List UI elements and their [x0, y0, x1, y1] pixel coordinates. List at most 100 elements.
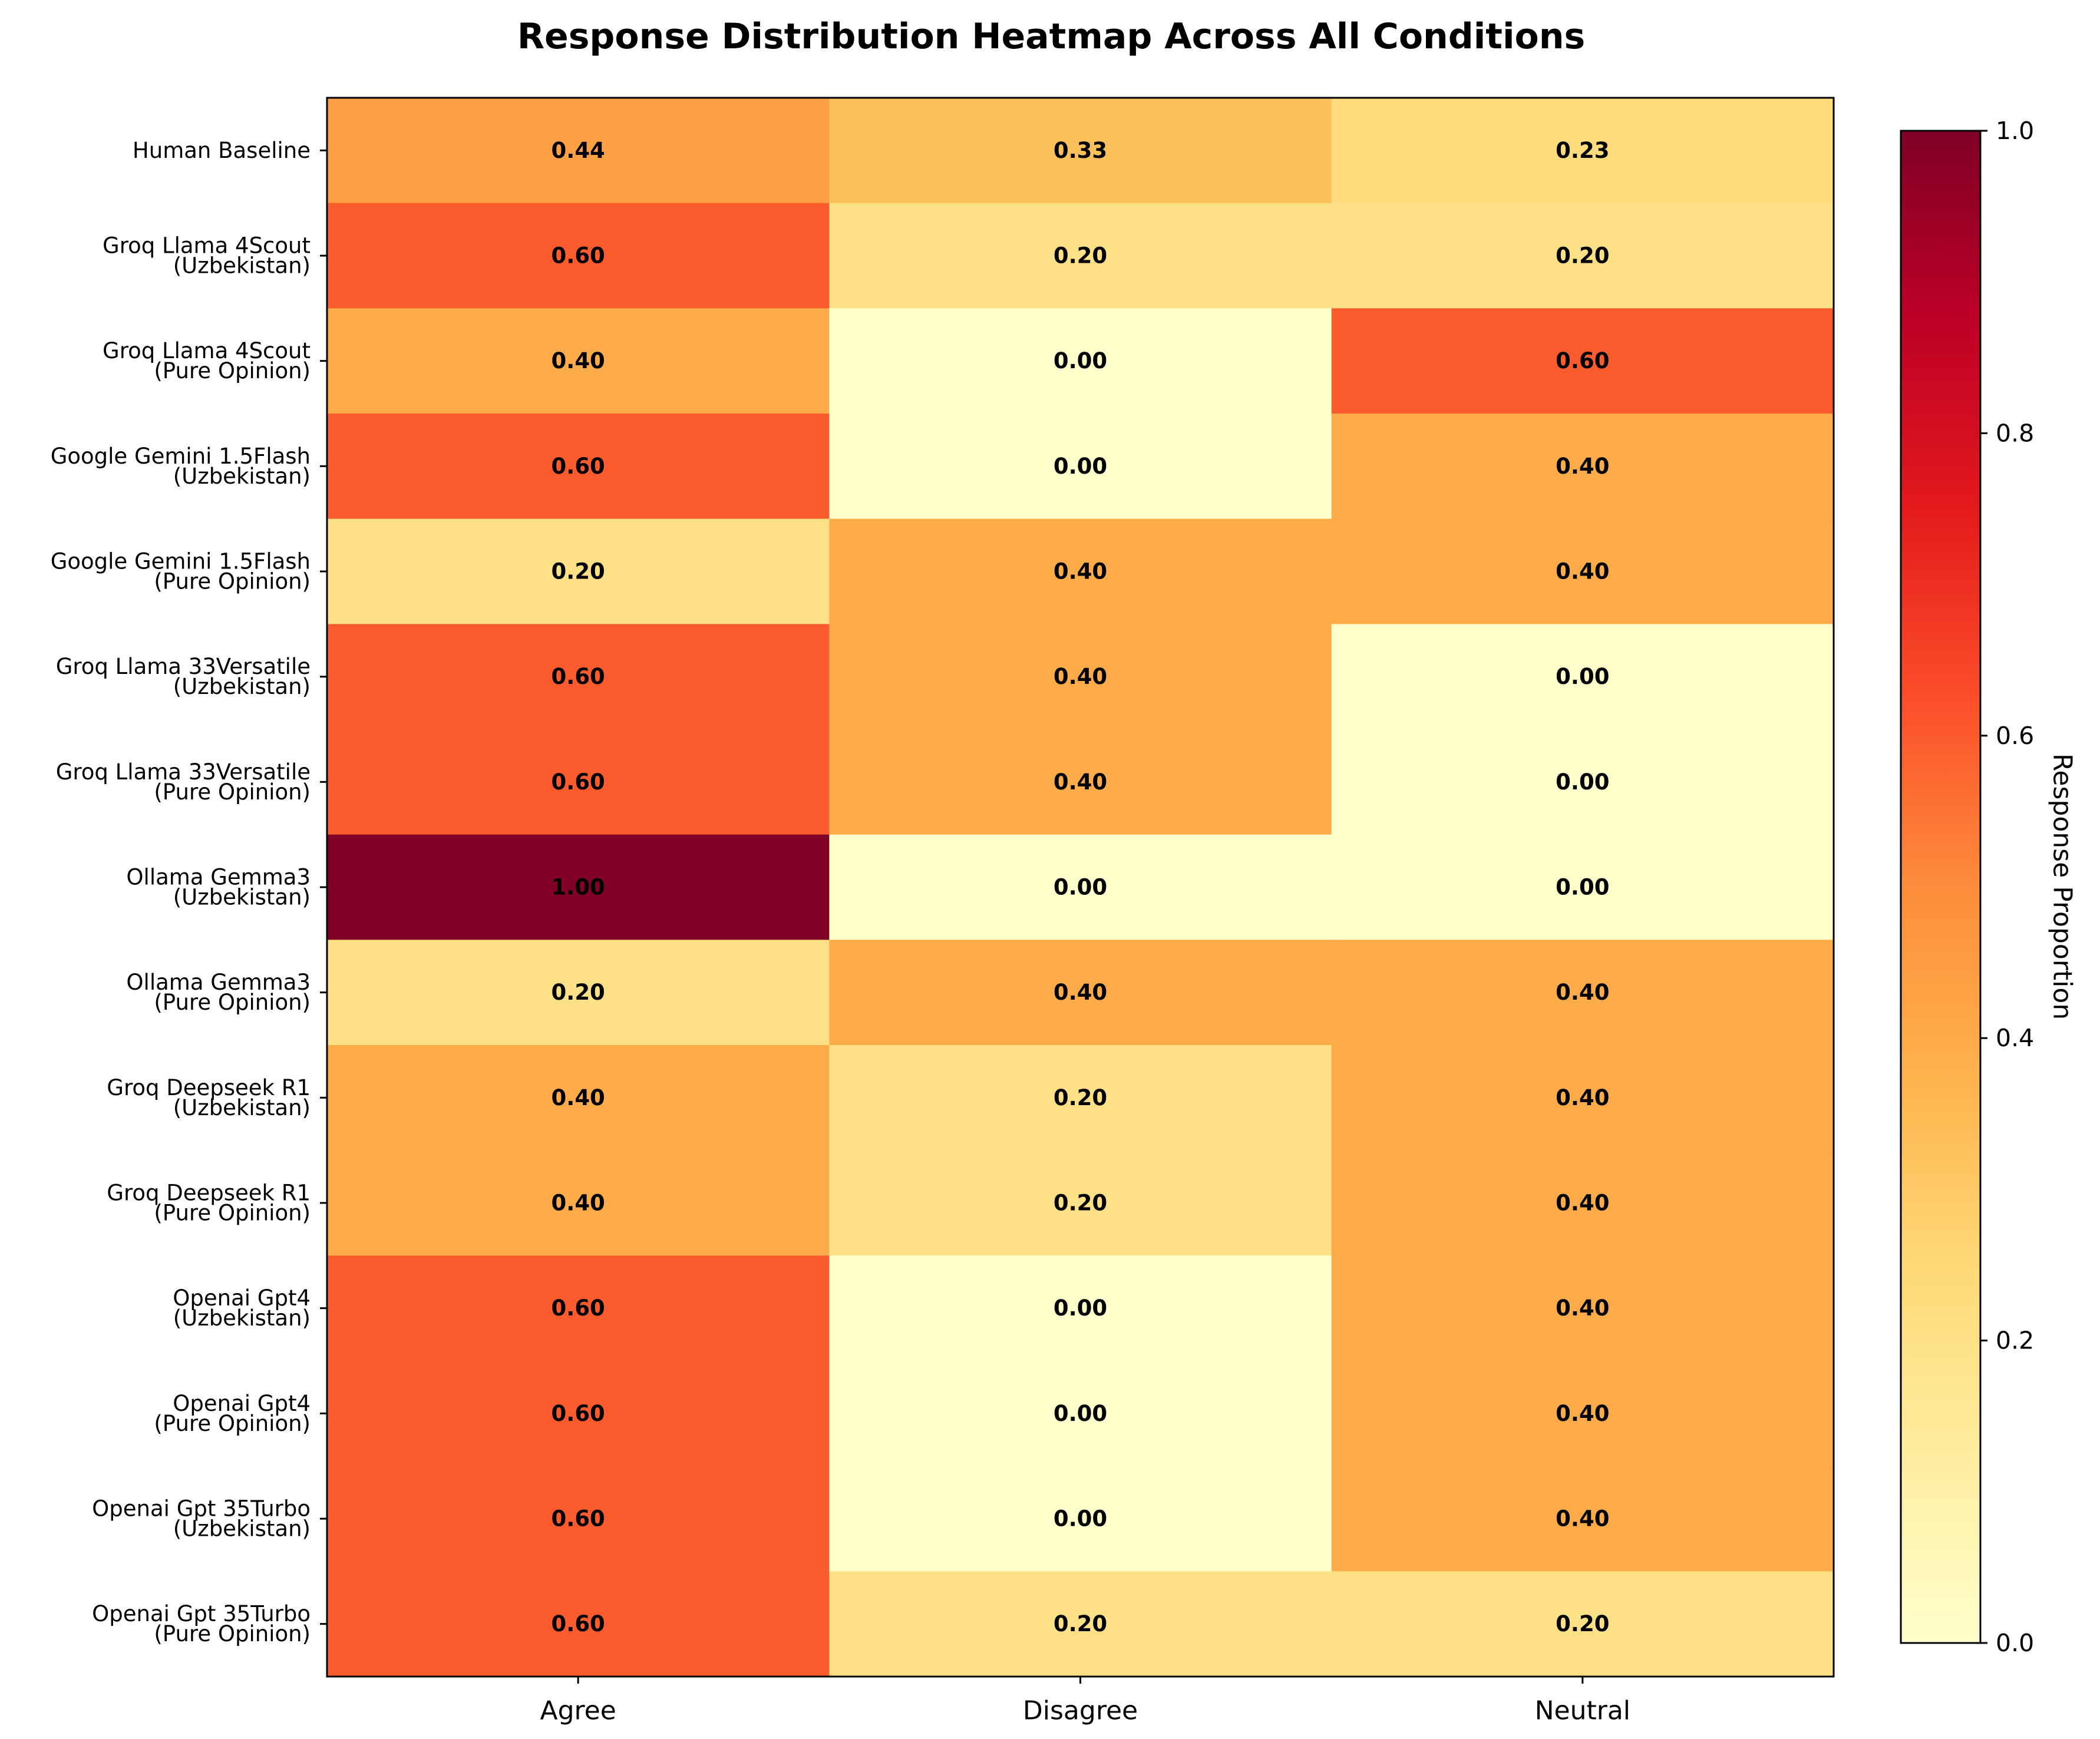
heatmap-cell	[829, 1466, 1332, 1572]
row-tick-label: (Pure Opinion)	[154, 1411, 311, 1436]
cell-value-label: 0.40	[552, 348, 605, 373]
cell-value-label: 0.40	[1556, 1085, 1609, 1110]
row-tick-label: Groq Llama 33Versatile	[56, 654, 311, 679]
cell-value-label: 0.33	[1054, 138, 1107, 163]
cell-value-label: 0.00	[1556, 769, 1609, 795]
heatmap-cell	[327, 308, 830, 414]
cell-value-label: 0.60	[552, 769, 605, 795]
heatmap-cell	[1331, 308, 1834, 414]
row-tick-label: (Uzbekistan)	[173, 1516, 311, 1542]
colorbar-tick-label: 0.4	[1996, 1024, 2034, 1052]
cell-value-label: 0.00	[1054, 1506, 1107, 1532]
cell-value-label: 0.00	[1054, 348, 1107, 373]
heatmap-cell	[327, 414, 830, 520]
heatmap-cell	[1331, 1150, 1834, 1256]
heatmap-cell	[829, 1361, 1332, 1467]
row-tick-label: Groq Deepseek R1	[107, 1181, 311, 1206]
cell-value-label: 0.60	[552, 1506, 605, 1532]
cell-value-label: 0.60	[1556, 348, 1609, 373]
cell-value-label: 0.40	[1054, 769, 1107, 795]
cell-value-label: 0.20	[1054, 243, 1107, 269]
cell-value-label: 0.40	[1054, 559, 1107, 584]
column-tick-label: Disagree	[1023, 1696, 1138, 1726]
heatmap-cell	[829, 308, 1332, 414]
row-tick-label: (Uzbekistan)	[173, 1305, 311, 1331]
heatmap-cell	[1331, 414, 1834, 520]
row-tick-label: Ollama Gemma3	[126, 865, 311, 890]
colorbar-tick-label: 0.0	[1996, 1629, 2034, 1657]
heatmap-cell	[829, 203, 1332, 309]
cell-value-label: 0.44	[552, 138, 605, 163]
cell-value-label: 0.60	[552, 243, 605, 269]
heatmap-cell	[1331, 1571, 1834, 1677]
column-tick-label: Agree	[540, 1696, 616, 1726]
row-tick-label: Openai Gpt4	[173, 1391, 311, 1416]
cell-value-label: 0.00	[1054, 875, 1107, 900]
row-tick-label: (Uzbekistan)	[173, 885, 311, 910]
row-tick-label: (Uzbekistan)	[173, 464, 311, 489]
row-tick-label: (Pure Opinion)	[154, 358, 311, 383]
cell-value-label: 0.40	[552, 1085, 605, 1110]
cell-value-label: 0.20	[552, 980, 605, 1005]
heatmap-cell	[1331, 98, 1834, 204]
row-tick-label: (Uzbekistan)	[173, 674, 311, 699]
row-tick-label: (Pure Opinion)	[154, 569, 311, 594]
cell-value-label: 0.60	[552, 664, 605, 689]
row-tick-label: Groq Llama 4Scout	[103, 338, 311, 363]
colorbar-tick-label: 0.2	[1996, 1327, 2034, 1355]
heatmap-cell	[1331, 1361, 1834, 1467]
colorbar-tick-label: 0.8	[1996, 419, 2034, 447]
heatmap-cell	[1331, 518, 1834, 624]
cell-value-label: 1.00	[552, 875, 605, 900]
heatmap-cell	[1331, 624, 1834, 730]
heatmap-cell	[829, 1045, 1332, 1151]
heatmap-cell	[829, 518, 1332, 624]
row-tick-label: Groq Deepseek R1	[107, 1075, 311, 1100]
cell-value-label: 0.60	[552, 454, 605, 479]
heatmap-cell	[829, 624, 1332, 730]
row-tick-label: (Pure Opinion)	[154, 990, 311, 1015]
cell-value-label: 0.20	[1054, 1611, 1107, 1636]
row-tick-label: Google Gemini 1.5Flash	[51, 444, 311, 469]
heatmap-cell	[327, 1571, 830, 1677]
heatmap-cell	[1331, 940, 1834, 1046]
cell-value-label: 0.00	[1054, 1295, 1107, 1321]
cell-value-label: 0.23	[1556, 138, 1609, 163]
heatmap-cell	[829, 98, 1332, 204]
row-tick-label: (Uzbekistan)	[173, 253, 311, 279]
heatmap-cell	[327, 1150, 830, 1256]
heatmap-cell	[1331, 1466, 1834, 1572]
row-tick-label: Human Baseline	[133, 138, 311, 163]
row-tick-label: Groq Llama 4Scout	[103, 233, 311, 259]
heatmap-cell	[1331, 1255, 1834, 1361]
cell-value-label: 0.40	[552, 1191, 605, 1216]
row-tick-label: Google Gemini 1.5Flash	[51, 549, 311, 574]
cell-value-label: 0.20	[1556, 1611, 1609, 1636]
cell-value-label: 0.40	[1556, 1506, 1609, 1532]
cell-value-label: 0.00	[1054, 1401, 1107, 1426]
row-tick-label: Groq Llama 33Versatile	[56, 759, 311, 785]
heatmap-cell	[829, 1150, 1332, 1256]
cell-value-label: 0.20	[552, 559, 605, 584]
heatmap-cell	[327, 1045, 830, 1151]
chart-title: Response Distribution Heatmap Across All…	[517, 16, 1585, 57]
colorbar-frame	[1900, 130, 1982, 1644]
heatmap-cell	[829, 729, 1332, 835]
heatmap-cell	[1331, 729, 1834, 835]
cell-value-label: 0.00	[1054, 454, 1107, 479]
heatmap-cell	[829, 1571, 1332, 1677]
cell-value-label: 0.40	[1556, 454, 1609, 479]
cell-value-label: 0.20	[1054, 1191, 1107, 1216]
colorbar-ticks: 0.0 0.2 0.4 0.6 0.8 1.0	[1980, 117, 2034, 1657]
heatmap-cell	[1331, 1045, 1834, 1151]
heatmap-cell	[327, 203, 830, 309]
colorbar	[1901, 131, 1980, 1643]
heatmap-cell	[829, 414, 1332, 520]
cell-value-label: 0.40	[1556, 1401, 1609, 1426]
cell-value-labels: 0.44 0.33 0.23 0.60 0.20 0.20 0.40 0.00 0.60 0.60…	[552, 138, 1610, 1636]
row-tick-label: Ollama Gemma3	[126, 970, 311, 995]
cell-value-label: 0.60	[552, 1611, 605, 1636]
